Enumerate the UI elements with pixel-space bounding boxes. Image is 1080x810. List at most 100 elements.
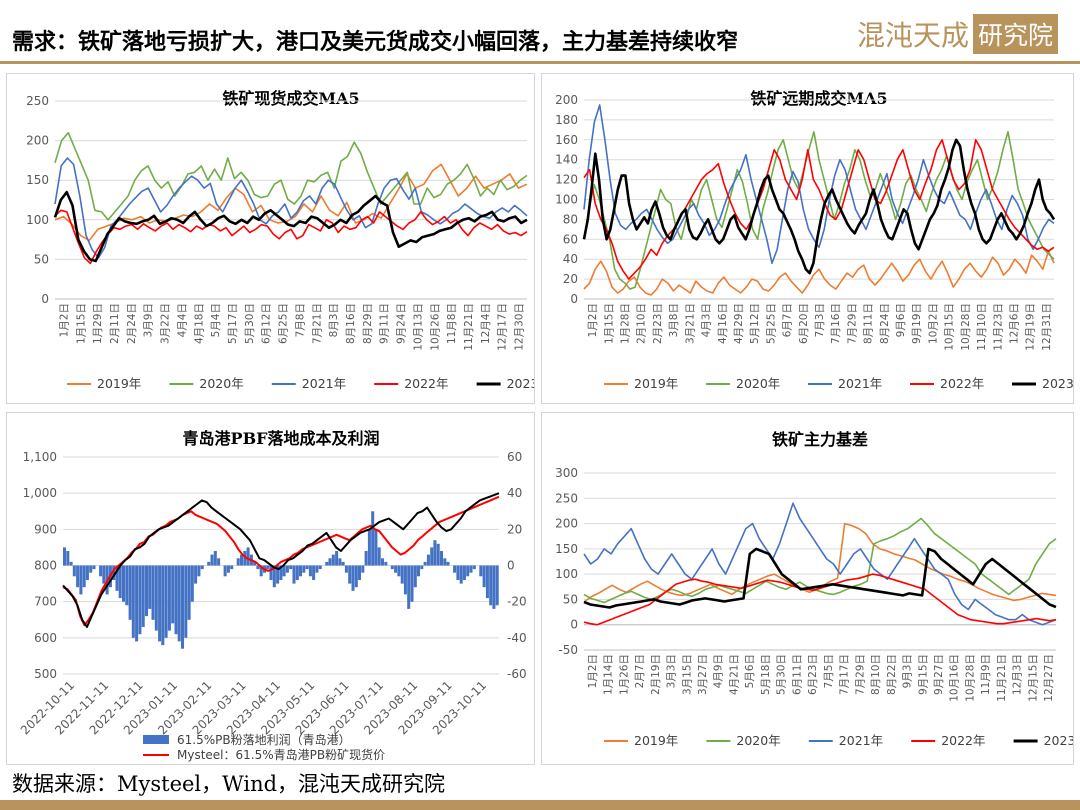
profit-bar bbox=[164, 565, 168, 638]
y-right-tick-label: 20 bbox=[507, 522, 522, 536]
x-tick-label: 1月29日 bbox=[92, 303, 104, 344]
legend-label: 2019年 bbox=[634, 376, 678, 391]
legend-label: 2019年 bbox=[97, 376, 141, 391]
profit-bar bbox=[446, 561, 450, 566]
chart-basis: 铁矿主力基差 -50 0 50 100 150 200 250 300 1月2日 1月14日 1月26… bbox=[555, 430, 1073, 748]
y-left-tick-label: 1,000 bbox=[23, 486, 57, 500]
x-tick-label: 3月3日 bbox=[666, 654, 678, 688]
x-tick-label: 10月15日 bbox=[944, 303, 956, 351]
x-tick-label: 6月20日 bbox=[798, 303, 810, 344]
profit-bar bbox=[217, 558, 221, 566]
profit-bar bbox=[148, 565, 152, 609]
profit-bar bbox=[279, 565, 283, 580]
profit-bar bbox=[141, 565, 145, 627]
x-tick-label: 3月21日 bbox=[684, 303, 696, 344]
y-tick-label: -50 bbox=[558, 643, 578, 657]
profit-bar bbox=[482, 565, 486, 588]
profit-bar bbox=[295, 565, 299, 580]
series-line-2021年 bbox=[54, 157, 528, 259]
y-tick-label: 160 bbox=[555, 133, 578, 147]
profit-bar bbox=[312, 565, 316, 580]
profit-bar bbox=[151, 565, 155, 620]
y-tick-label: 0 bbox=[570, 618, 578, 632]
series-line-2020年 bbox=[583, 130, 1055, 290]
x-tick-label: 7月29日 bbox=[846, 303, 858, 344]
y-tick-label: 100 bbox=[26, 213, 49, 227]
profit-bar bbox=[420, 565, 424, 570]
profit-bar bbox=[413, 565, 417, 588]
profit-bar bbox=[430, 547, 434, 566]
profit-bar bbox=[384, 561, 388, 566]
profit-bar bbox=[331, 554, 335, 566]
x-tick-label: 5月18日 bbox=[760, 654, 772, 695]
x-tick-label: 1月14日 bbox=[603, 654, 615, 695]
profit-bar bbox=[200, 565, 204, 570]
profit-bar bbox=[381, 558, 385, 566]
y-tick-label: 200 bbox=[555, 517, 578, 531]
chart-title: 铁矿远期成交MA5 bbox=[750, 89, 887, 108]
profit-bar bbox=[69, 561, 73, 566]
footer-rule bbox=[0, 800, 1080, 810]
profit-bar bbox=[335, 551, 339, 566]
x-tick-label: 12月30日 bbox=[514, 303, 526, 351]
x-tick-label: 9月6日 bbox=[895, 303, 907, 337]
x-tick-label: 7月17日 bbox=[839, 654, 851, 695]
profit-bar bbox=[99, 565, 103, 577]
profit-bar bbox=[102, 565, 106, 584]
chart-title: 青岛港PBF落地成本及利润 bbox=[183, 429, 380, 448]
x-tick-label: 2月24日 bbox=[126, 303, 138, 344]
profit-bar bbox=[462, 565, 466, 580]
x-tick-label: 9月3日 bbox=[902, 654, 914, 688]
profit-bar bbox=[436, 543, 440, 566]
x-tick-label: 11月8日 bbox=[446, 303, 458, 344]
data-source: 数据来源：Mysteel，Wind，混沌天成研究院 bbox=[12, 772, 446, 796]
series-line-2019年 bbox=[54, 163, 528, 242]
profit-bar bbox=[361, 565, 365, 573]
y-tick-label: 200 bbox=[555, 93, 578, 107]
series-line-2022年 bbox=[583, 573, 1057, 626]
x-tick-label: 1月15日 bbox=[75, 303, 87, 344]
x-tick-label: 5月12日 bbox=[749, 303, 761, 344]
profit-bar bbox=[459, 565, 463, 584]
x-tick-label: 8月3日 bbox=[328, 303, 340, 337]
profit-bar bbox=[161, 565, 165, 646]
profit-bar bbox=[305, 565, 309, 570]
x-tick-label: 12月17日 bbox=[497, 303, 509, 351]
profit-bar bbox=[443, 558, 447, 566]
profit-bar bbox=[82, 565, 86, 588]
profit-bar bbox=[390, 565, 394, 570]
profit-bar bbox=[495, 565, 499, 606]
series-line-2019年 bbox=[583, 522, 1057, 603]
x-tick-label: 1月28日 bbox=[620, 303, 632, 344]
x-tick-label: 11月9日 bbox=[980, 654, 992, 695]
profit-bar bbox=[302, 565, 306, 573]
x-tick-label: 4月9日 bbox=[713, 654, 725, 688]
profit-bar bbox=[115, 565, 119, 591]
y-tick-label: 50 bbox=[563, 592, 578, 606]
x-tick-label: 6月12日 bbox=[261, 303, 273, 344]
x-tick-label: 4月21日 bbox=[728, 654, 740, 695]
y-right-tick-label: -60 bbox=[507, 667, 527, 681]
profit-bar bbox=[348, 565, 352, 584]
y-tick-label: 20 bbox=[563, 272, 578, 286]
series-line-2020年 bbox=[54, 131, 528, 221]
y-tick-label: 60 bbox=[563, 232, 578, 246]
legend-label: 2021年 bbox=[839, 733, 883, 748]
legend-label: 2022年 bbox=[940, 376, 984, 391]
profit-bar bbox=[308, 565, 312, 577]
legend-label: 2020年 bbox=[736, 376, 780, 391]
x-tick-label: 9月11日 bbox=[379, 303, 391, 344]
profit-bar bbox=[479, 565, 483, 577]
profit-bar bbox=[135, 565, 139, 642]
chart-forward: 铁矿远期成交MA5 0 20 40 60 80 100 120 140 160 180 200 1月2日… bbox=[555, 89, 1073, 391]
profit-bar bbox=[492, 565, 496, 609]
profit-bar bbox=[158, 565, 162, 642]
profit-bar bbox=[423, 561, 427, 566]
x-tick-label: 4月4日 bbox=[176, 303, 188, 337]
brand-lab: 研究院 bbox=[972, 14, 1058, 54]
x-tick-label: 7月5日 bbox=[823, 654, 835, 688]
profit-bar bbox=[66, 551, 70, 566]
profit-bar bbox=[246, 547, 250, 566]
x-tick-label: 1月2日 bbox=[58, 303, 70, 337]
profit-bar bbox=[466, 565, 470, 577]
